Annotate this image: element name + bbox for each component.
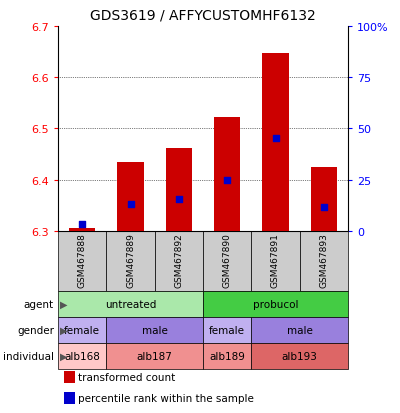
Bar [106, 343, 203, 369]
Text: female: female [64, 325, 100, 335]
Bar [64, 371, 75, 383]
Text: gender: gender [17, 325, 54, 335]
Text: individual: individual [3, 351, 54, 361]
Bar [251, 317, 348, 343]
Text: GSM467890: GSM467890 [223, 233, 232, 287]
Text: alb168: alb168 [64, 351, 100, 361]
Text: ▶: ▶ [60, 351, 68, 361]
Bar [58, 291, 203, 317]
Bar [203, 317, 251, 343]
Text: alb193: alb193 [282, 351, 318, 361]
Bar [58, 343, 106, 369]
Text: GSM467888: GSM467888 [78, 233, 87, 287]
Text: ▶: ▶ [60, 325, 68, 335]
Bar [251, 231, 300, 291]
Bar [106, 231, 155, 291]
Text: transformed count: transformed count [78, 372, 176, 382]
Text: alb187: alb187 [137, 351, 173, 361]
Text: male: male [287, 325, 313, 335]
Bar [58, 317, 106, 343]
Bar [310, 168, 337, 231]
Bar [214, 117, 240, 231]
Text: GSM467892: GSM467892 [174, 233, 183, 287]
Text: probucol: probucol [253, 299, 298, 309]
Text: agent: agent [24, 299, 54, 309]
Text: GSM467889: GSM467889 [126, 233, 135, 287]
Text: female: female [209, 325, 245, 335]
Bar [117, 162, 144, 231]
Text: untreated: untreated [105, 299, 156, 309]
Point [127, 202, 134, 208]
Bar [300, 231, 348, 291]
Bar [203, 291, 348, 317]
Point [79, 221, 85, 228]
Point [321, 204, 327, 211]
Bar [106, 317, 203, 343]
Bar [262, 53, 289, 231]
Text: GSM467891: GSM467891 [271, 233, 280, 287]
Bar [64, 392, 75, 404]
Bar [166, 149, 192, 231]
Text: alb189: alb189 [209, 351, 245, 361]
Bar [69, 229, 96, 231]
Bar [203, 343, 251, 369]
Text: ▶: ▶ [60, 299, 68, 309]
Text: percentile rank within the sample: percentile rank within the sample [78, 393, 254, 403]
Title: GDS3619 / AFFYCUSTOMHF6132: GDS3619 / AFFYCUSTOMHF6132 [90, 9, 316, 23]
Point [176, 196, 182, 202]
Text: male: male [142, 325, 168, 335]
Point [272, 135, 279, 142]
Bar [155, 231, 203, 291]
Text: GSM467893: GSM467893 [319, 233, 328, 287]
Bar [203, 231, 251, 291]
Point [224, 177, 230, 183]
Bar [251, 343, 348, 369]
Bar [58, 231, 106, 291]
